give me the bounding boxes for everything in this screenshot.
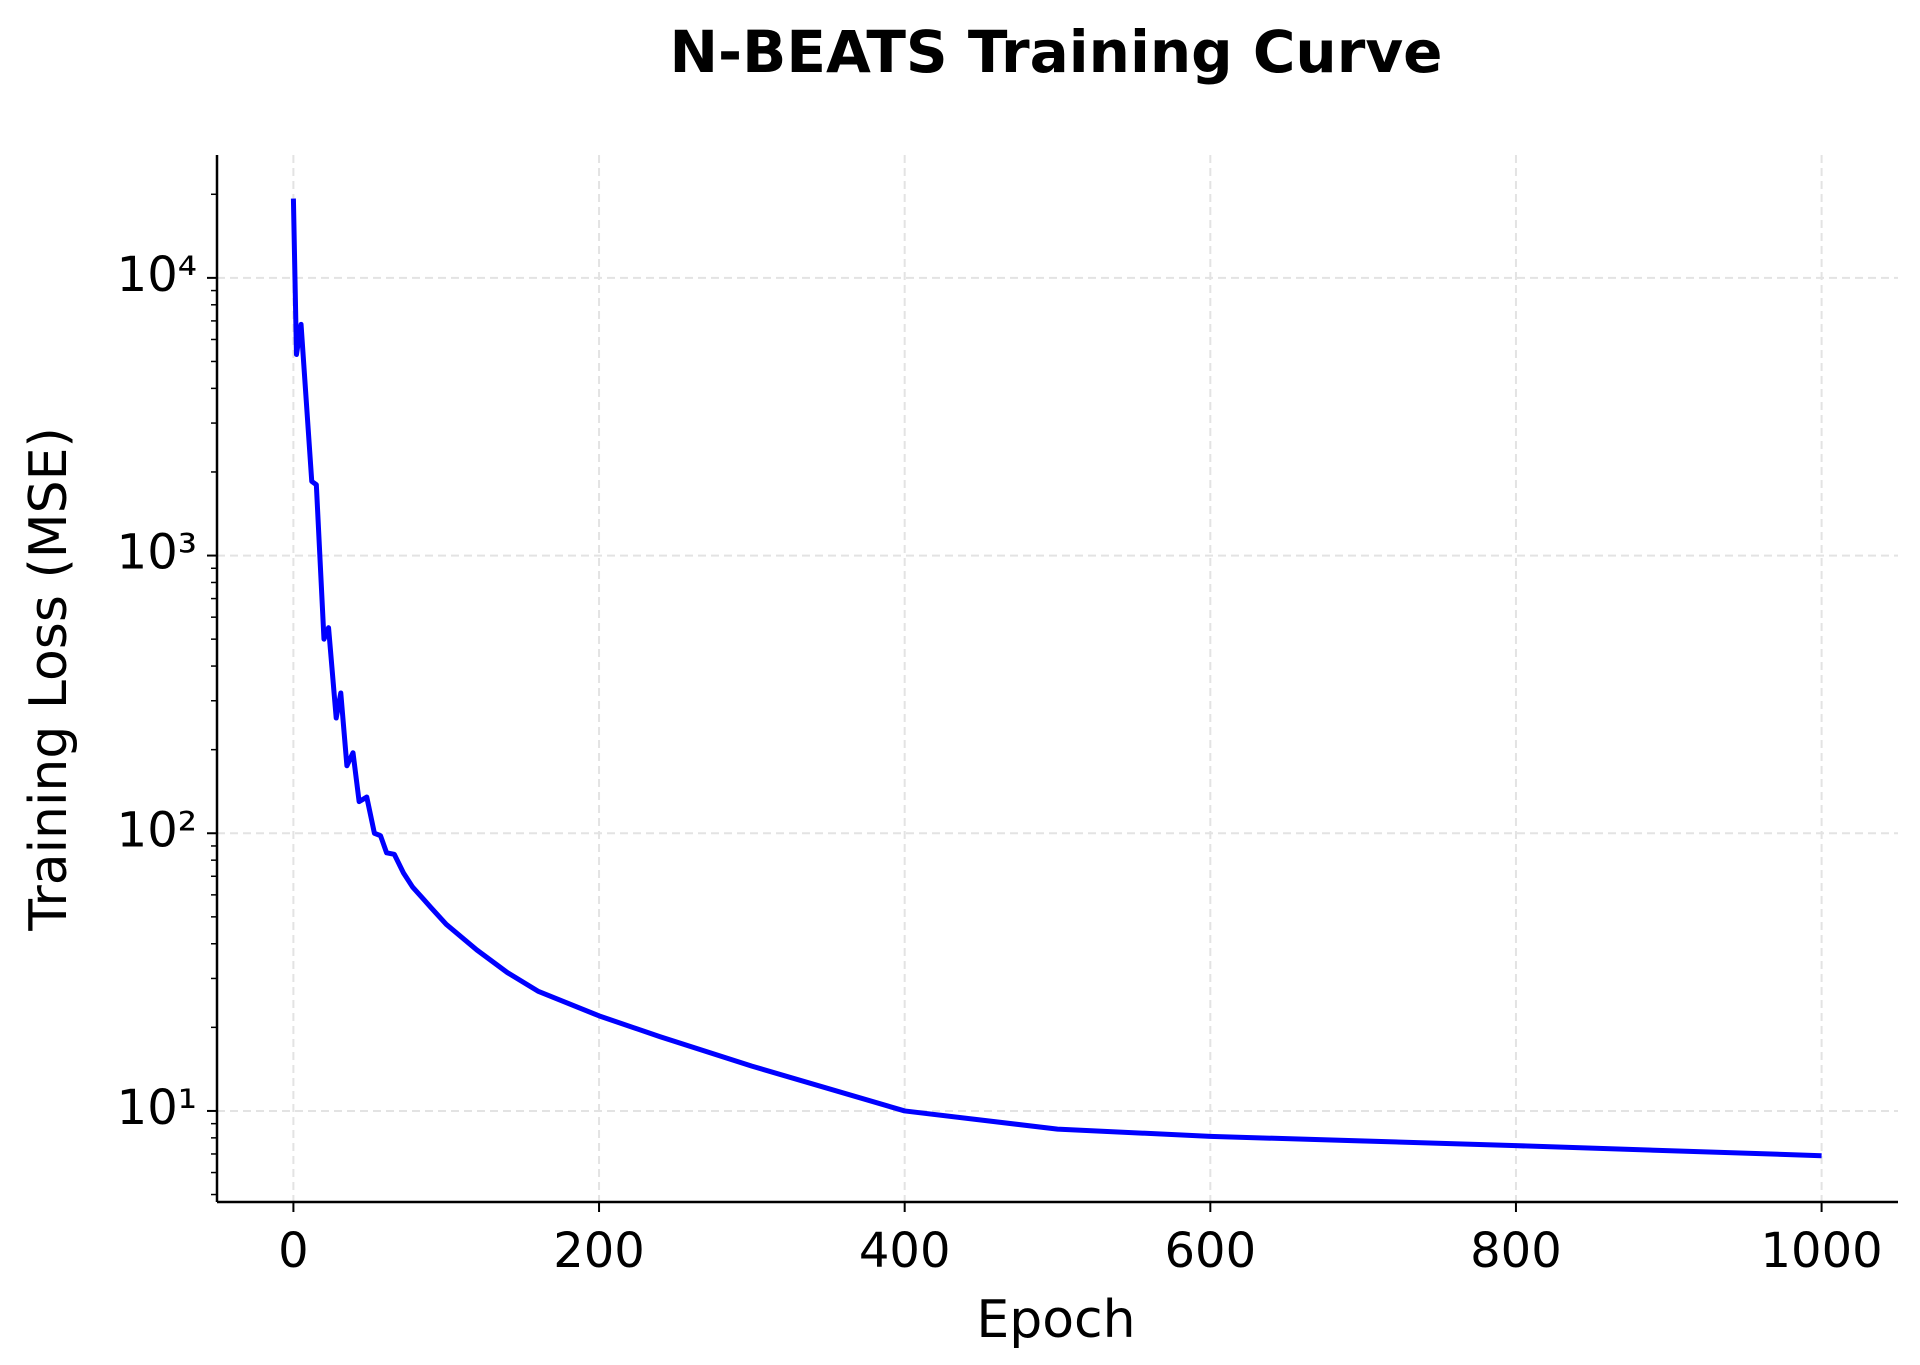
chart-title: N-BEATS Training Curve bbox=[670, 18, 1443, 86]
x-tick-label: 200 bbox=[553, 1223, 645, 1279]
y-tick-label: 10¹ bbox=[117, 1080, 197, 1136]
y-tick-label: 10² bbox=[117, 802, 197, 858]
y-tick-label: 10³ bbox=[117, 525, 197, 581]
x-tick-label: 600 bbox=[1165, 1223, 1257, 1279]
x-tick-label: 400 bbox=[859, 1223, 951, 1279]
y-axis-label: Training Loss (MSE) bbox=[19, 427, 79, 932]
x-tick-label: 0 bbox=[278, 1223, 309, 1279]
line bbox=[290, 198, 1822, 1159]
x-axis-label: Epoch bbox=[976, 1290, 1135, 1350]
y-tick-label: 10⁴ bbox=[117, 247, 197, 303]
x-tick-label: 1000 bbox=[1761, 1223, 1883, 1279]
x-tick-label: 800 bbox=[1470, 1223, 1562, 1279]
